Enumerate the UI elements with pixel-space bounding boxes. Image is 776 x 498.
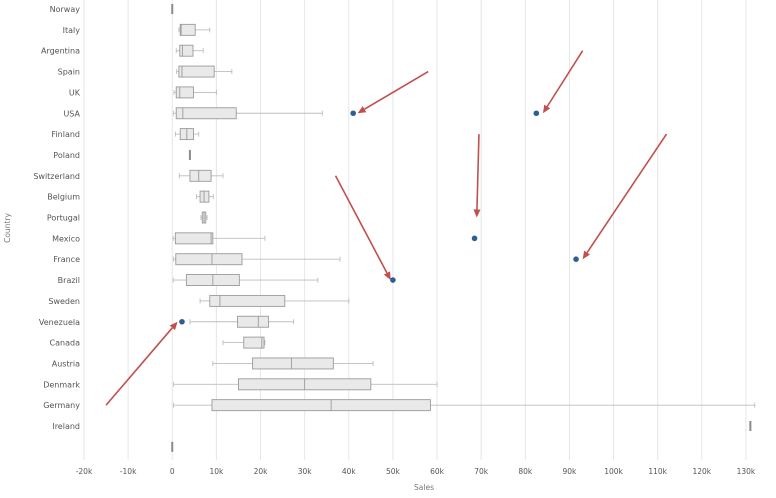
box-rect-usa [175,107,237,120]
x-tick-label-100k: 100k [604,467,623,476]
category-label-sweden: Sweden [48,297,80,306]
annotation-arrowhead-2 [473,209,481,218]
box-layer [171,4,756,452]
x-tick-label-0: 0 [170,467,175,476]
box-venezuela [189,315,295,328]
category-label-austria: Austria [52,359,80,368]
category-label-portugal: Portugal [47,214,80,223]
category-label-spain: Spain [58,68,80,77]
box-uk [173,86,217,99]
category-label-brazil: Brazil [58,276,80,285]
box-canada [222,336,266,349]
box-mexico [172,232,266,245]
annotation-arrowhead-0 [357,106,367,114]
annotation-arrow-4 [334,175,388,274]
y-axis-title: Country [3,213,12,243]
box-rect-austria [252,357,334,370]
box-rect-germany [211,399,431,412]
x-tick-label-80k: 80k [518,467,533,476]
box-rect-switzerland [189,169,212,182]
annotation-arrow-5 [105,327,173,406]
outlier-point-mexico-2 [471,235,478,242]
box-rect-venezuela [237,315,269,328]
x-tick-labels: -20k -10k 0 10k 20k 30k 40k 50k 60k 70k 80k 90k 100k… [76,467,756,476]
category-label-poland: Poland [53,151,80,160]
x-tick-label-40k: 40k [342,467,357,476]
x-tick-label-120k: 120k [692,467,711,476]
category-label-france: France [53,255,80,264]
annotation-arrowhead-5 [169,321,178,331]
x-tick-label-110k: 110k [648,467,667,476]
box-spain [176,65,233,78]
box-rect-france [175,253,243,266]
grid-layer [83,0,747,460]
box-usa [173,107,323,120]
x-tick-label-70k: 70k [474,467,489,476]
category-label-mexico: Mexico [52,234,80,243]
box-rect-italy [179,23,196,36]
x-tick-label-20k: 20k [254,467,269,476]
annotation-arrowhead-1 [542,104,551,114]
x-tick-label-130k: 130k [737,467,756,476]
outlier-point-france-3 [573,256,579,263]
arrow-layer [105,50,668,406]
annotation-arrow-2 [476,134,480,210]
annotation-arrow-0 [364,70,429,110]
x-axis-title: Sales [414,483,434,492]
annotation-arrowhead-4 [383,271,391,281]
box-portugal [200,211,208,224]
category-label-ireland: Ireland [52,422,80,431]
outlier-point-venezuela-5 [179,318,185,325]
x-tick-label-60k: 60k [430,467,445,476]
outlier-point-brazil-4 [390,277,396,283]
annotation-arrowhead-3 [582,250,591,260]
x-tick-label-90k: 90k [562,467,577,476]
outlier-layer [179,110,579,325]
category-label-switzerland: Switzerland [33,172,80,181]
box-rect-argentina [179,44,194,57]
box-rect-canada [243,336,265,349]
box-austria [212,357,374,370]
box-denmark [173,378,438,391]
category-label-belgium: Belgium [47,193,80,202]
x-tick-label-30k: 30k [298,467,313,476]
category-label-italy: Italy [63,26,81,35]
box-switzerland [178,169,224,182]
category-label-germany: Germany [43,401,80,410]
category-label-canada: Canada [50,339,81,348]
box-brazil [172,274,319,286]
box-france [173,253,341,266]
x-tick-label-50k: 50k [386,467,401,476]
x-tick-label--10k: -10k [120,467,137,476]
category-label-argentina: Argentina [41,47,80,56]
category-labels: Norway Italy Argentina Spain UK USA Finland Pol… [33,5,80,431]
box-rect-mexico [174,232,214,245]
category-label-finland: Finland [51,130,80,139]
box-italy [178,23,211,36]
x-tick-label--20k: -20k [76,467,93,476]
box-belgium [196,190,214,203]
category-label-venezuela: Venezuela [39,318,80,327]
category-label-denmark: Denmark [43,380,80,389]
outlier-point-usa-0 [350,110,356,117]
category-label-usa: USA [63,109,80,118]
box-argentina [175,44,204,57]
x-tick-label-10k: 10k [209,467,224,476]
box-rect-uk [175,86,194,99]
outlier-point-usa-1 [533,110,540,117]
category-label-uk: UK [69,88,81,97]
box-sweden [199,294,350,307]
category-label-norway: Norway [50,5,81,14]
box-germany [173,399,756,412]
annotation-arrow-3 [586,133,668,253]
box-rect-sweden [209,294,286,307]
box-finland [174,128,200,141]
annotation-arrow-1 [546,50,584,107]
box-rect-spain [178,65,215,78]
